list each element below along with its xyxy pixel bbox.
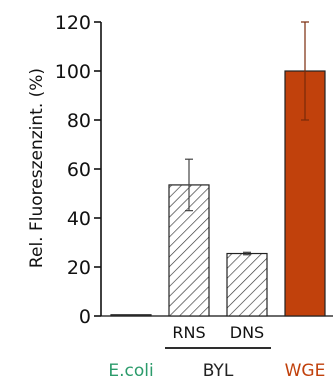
x-labels: RNS DNS E.coli BYL WGE [108, 323, 325, 381]
y-tick-label: 80 [67, 110, 91, 132]
group-label: BYL [203, 361, 234, 381]
bar-sublabel: DNS [230, 323, 264, 342]
y-tick-label: 0 [79, 306, 91, 328]
group-label: E.coli [108, 361, 153, 381]
y-tick-label: 120 [55, 12, 91, 34]
bar [110, 314, 152, 317]
y-tick-label: 100 [55, 61, 91, 83]
group-label: WGE [285, 361, 326, 381]
y-tick-label: 60 [67, 159, 91, 181]
bars [110, 21, 326, 317]
y-axis-title: Rel. Fluoreszenzint. (%) [27, 68, 47, 268]
bar [226, 252, 268, 317]
bar-sublabel: RNS [172, 323, 205, 342]
y-tick-label: 40 [67, 208, 91, 230]
y-tick-label: 20 [67, 257, 91, 279]
y-axis: 0 20 40 60 80 100 120 [55, 12, 333, 328]
